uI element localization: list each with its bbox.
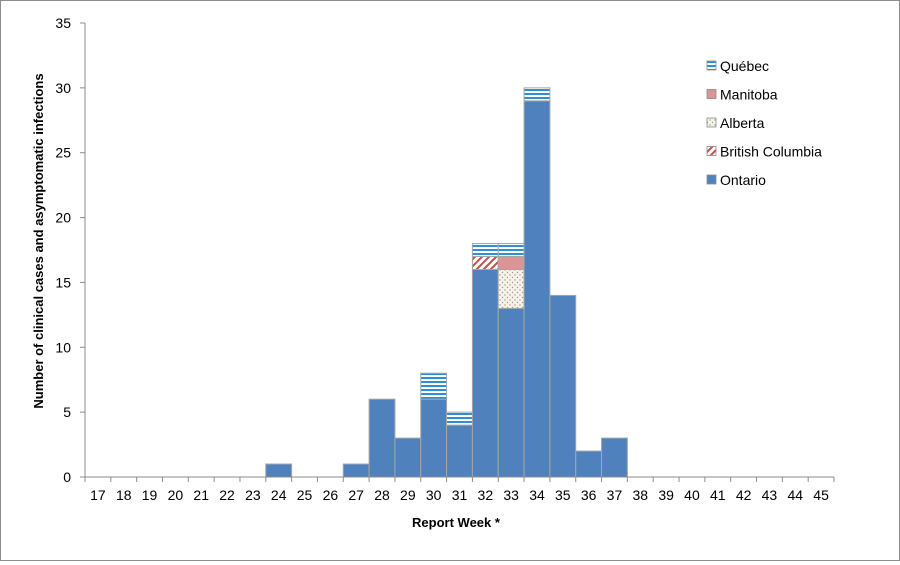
x-tick-label: 26 xyxy=(323,487,339,503)
legend: Québec Manitoba Alberta British Columbia Ont… xyxy=(706,58,822,188)
bar-ontario-week-31 xyxy=(446,424,473,478)
x-tick-label: 35 xyxy=(555,487,571,503)
y-tick-label: 15 xyxy=(55,274,71,290)
x-tick-label: 23 xyxy=(245,487,261,503)
legend-label-british-columbia: British Columbia xyxy=(720,144,822,160)
x-tick-label: 31 xyxy=(452,487,468,503)
legend-label-manitoba: Manitoba xyxy=(720,87,778,103)
bar-british-columbia-week-32 xyxy=(471,255,499,270)
bar-ontario-week-33 xyxy=(497,307,525,478)
x-tick-label: 22 xyxy=(219,487,235,503)
legend-swatch-alberta xyxy=(706,117,717,128)
x-tick-label: 37 xyxy=(607,487,623,503)
legend-label-alberta: Alberta xyxy=(720,115,765,131)
legend-swatch-ontario xyxy=(706,174,717,185)
x-tick-label: 17 xyxy=(90,487,106,503)
axes-layer: 0 5 10 15 20 25 30 35 17 18 19 20 21 22 23 24 25 26 27 28 29… xyxy=(55,15,835,503)
x-tick-label: 29 xyxy=(400,487,416,503)
x-tick-label: 38 xyxy=(633,487,649,503)
x-tick-label: 39 xyxy=(658,487,674,503)
bar-ontario-week-29 xyxy=(394,437,422,478)
legend-label-quebec: Québec xyxy=(720,58,769,74)
bar-quebec-week-31 xyxy=(446,411,473,426)
x-axis-label: Report Week * xyxy=(412,515,501,530)
bar-quebec-week-30 xyxy=(420,372,448,400)
y-axis-label: Number of clinical cases and asymptomati… xyxy=(31,73,46,408)
x-tick-label: 36 xyxy=(581,487,597,503)
bar-manitoba-week-33 xyxy=(497,255,525,270)
x-tick-label: 43 xyxy=(762,487,778,503)
x-tick-label: 40 xyxy=(684,487,700,503)
bar-ontario-week-30 xyxy=(420,398,448,478)
y-tick-label: 10 xyxy=(55,339,71,355)
x-tick-label: 33 xyxy=(503,487,519,503)
x-tick-label: 28 xyxy=(374,487,390,503)
x-tick-label: 18 xyxy=(116,487,132,503)
bar-ontario-week-27 xyxy=(342,463,370,478)
bar-ontario-week-36 xyxy=(575,450,603,478)
x-tick-label: 24 xyxy=(271,487,287,503)
x-tick-label: 32 xyxy=(478,487,494,503)
bar-alberta-week-33 xyxy=(497,268,525,309)
y-tick-label: 35 xyxy=(55,15,71,31)
bar-quebec-week-33 xyxy=(497,243,525,257)
bar-ontario-week-28 xyxy=(368,398,396,478)
x-tick-label: 25 xyxy=(297,487,313,503)
bars-layer xyxy=(265,87,628,478)
bar-ontario-week-24 xyxy=(265,463,293,478)
bar-ontario-week-32 xyxy=(471,268,499,478)
legend-swatch-manitoba xyxy=(706,89,717,99)
x-tick-label: 41 xyxy=(710,487,726,503)
x-tick-label: 44 xyxy=(787,487,803,503)
y-tick-label: 5 xyxy=(63,404,71,420)
x-tick-label: 19 xyxy=(142,487,158,503)
legend-label-ontario: Ontario xyxy=(720,172,766,188)
x-tick-label: 21 xyxy=(193,487,209,503)
x-tick-label: 27 xyxy=(348,487,364,503)
bar-quebec-week-32 xyxy=(471,243,499,257)
y-tick-label: 0 xyxy=(63,469,71,485)
bar-ontario-week-34 xyxy=(523,100,551,478)
y-tick-label: 30 xyxy=(55,80,71,96)
bar-ontario-week-35 xyxy=(549,294,577,478)
x-tick-label: 45 xyxy=(813,487,829,503)
bar-ontario-week-37 xyxy=(601,437,628,478)
bar-quebec-week-34 xyxy=(523,87,551,102)
y-tick-label: 20 xyxy=(55,210,71,226)
x-tick-label: 34 xyxy=(529,487,545,503)
legend-swatch-british-columbia xyxy=(706,146,717,156)
y-tick-label: 25 xyxy=(55,145,71,161)
x-tick-label: 20 xyxy=(168,487,184,503)
x-tick-label: 30 xyxy=(426,487,442,503)
legend-swatch-quebec xyxy=(706,60,717,71)
x-tick-label: 42 xyxy=(736,487,752,503)
